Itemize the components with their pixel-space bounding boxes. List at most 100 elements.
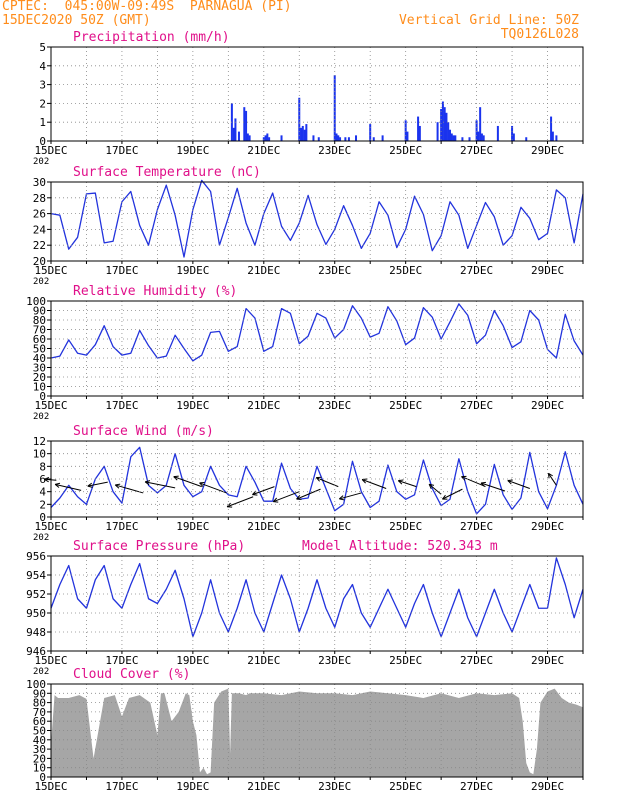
precip-bar <box>480 133 483 141</box>
panel-frame <box>50 440 584 518</box>
y-tick-label: 30 <box>33 743 46 756</box>
y-tick-label: 2 <box>39 498 46 511</box>
wind-arrow <box>173 476 202 488</box>
y-tick-label: 24 <box>33 223 47 236</box>
y-tick-label: 10 <box>33 381 46 394</box>
x-tick-label: 17DEC <box>105 654 138 667</box>
wind-arrow <box>252 486 275 496</box>
x-tick-label: 27DEC <box>460 399 493 412</box>
wind-arrow <box>199 482 227 494</box>
panel-6 <box>47 683 584 780</box>
wind-arrowhead <box>361 479 366 484</box>
wind-arrowhead <box>55 482 61 485</box>
panel-title: Cloud Cover (%) <box>73 667 190 682</box>
precip-bar <box>347 137 350 141</box>
y-tick-label: 952 <box>26 588 46 601</box>
wind-arrow <box>480 482 506 492</box>
panel-frame <box>50 181 584 262</box>
wind-arrowhead <box>87 482 93 487</box>
model-altitude-label: Model Altitude: 520.343 m <box>302 539 498 554</box>
y-tick-label: 946 <box>26 645 46 658</box>
precip-bar <box>445 112 448 141</box>
x-tick-label: 15DEC <box>34 780 67 793</box>
y-tick-label: 8 <box>39 460 46 473</box>
x-tick-label: 25DEC <box>389 654 422 667</box>
wind-arrowhead <box>144 481 150 486</box>
wind-arrowhead <box>461 476 466 481</box>
x-tick-label: 15DEC <box>34 654 67 667</box>
y-tick-label: 954 <box>26 569 46 582</box>
x-tick-label: 21DEC <box>247 399 280 412</box>
panel-title: Relative Humidity (%) <box>73 284 237 299</box>
header-model-code: TQ0126L028 <box>500 27 579 42</box>
wind-arrowhead <box>145 480 151 483</box>
x-tick-label: 25DEC <box>389 780 422 793</box>
wind-arrowhead <box>480 481 486 484</box>
panel-frame <box>50 46 584 142</box>
wind-arrowhead <box>87 485 93 488</box>
precip-bar <box>264 135 267 141</box>
y-tick-label: 30 <box>33 176 46 189</box>
wind-arrowhead <box>315 477 320 482</box>
precip-bar <box>404 120 407 141</box>
panel-4 <box>44 440 584 520</box>
wind-arrow <box>44 478 57 481</box>
wind-arrowhead <box>54 484 60 488</box>
precip-bar <box>525 137 528 141</box>
y-tick-label: 90 <box>33 305 46 318</box>
wind-arrowhead <box>397 480 403 485</box>
x-tick-label: 17DEC <box>105 264 138 277</box>
precip-bar <box>344 137 347 141</box>
y-tick-label: 0 <box>39 135 46 148</box>
wind-arrow <box>442 488 463 500</box>
x-tick-label: 23DEC <box>318 520 351 533</box>
x-tick-year-stub: 202 <box>33 157 49 167</box>
cloud-cover-area <box>51 688 583 777</box>
precip-bar <box>436 122 439 141</box>
y-tick-label: 10 <box>33 762 46 775</box>
x-tick-label: 19DEC <box>176 520 209 533</box>
wind-arrowhead <box>44 477 50 480</box>
precip-bar <box>333 75 336 141</box>
precip-bar <box>482 135 485 141</box>
precip-bar <box>417 116 420 141</box>
wind-arrowhead <box>44 478 49 483</box>
wind-arrowhead <box>429 483 435 486</box>
wind-arrowhead <box>507 479 513 481</box>
precip-bar <box>232 127 235 141</box>
wind-arrow <box>87 481 108 487</box>
y-tick-label: 3 <box>39 79 46 92</box>
x-tick-label: 17DEC <box>105 520 138 533</box>
precip-bar <box>440 109 443 141</box>
wind-arrowhead <box>115 483 121 486</box>
precip-bar <box>477 131 480 141</box>
precip-bar <box>268 137 271 141</box>
wind-arrowhead <box>199 482 204 487</box>
series-line <box>50 557 584 638</box>
precip-bar <box>301 125 304 141</box>
y-tick-label: 948 <box>26 626 46 639</box>
panel-2 <box>47 179 584 264</box>
wind-arrow <box>461 476 486 488</box>
x-tick-label: 23DEC <box>318 264 351 277</box>
precip-bar <box>245 110 248 141</box>
wind-arrow <box>296 488 321 500</box>
x-tick-label: 17DEC <box>105 399 138 412</box>
precip-bar <box>234 118 237 141</box>
wind-arrow <box>55 483 82 491</box>
y-tick-label: 20 <box>33 752 46 765</box>
x-tick-label: 27DEC <box>460 654 493 667</box>
header-grid-note: Vertical Grid Line: 50Z <box>398 13 579 28</box>
y-tick-label: 10 <box>33 448 46 461</box>
panel-frame <box>50 683 584 778</box>
series-line <box>50 303 584 362</box>
x-tick-label: 21DEC <box>247 780 280 793</box>
precip-bar <box>555 135 558 141</box>
precip-bar <box>339 137 342 141</box>
wind-arrowhead <box>272 497 278 503</box>
x-tick-label: 21DEC <box>247 264 280 277</box>
x-tick-label: 23DEC <box>318 654 351 667</box>
wind-arrow <box>226 496 254 508</box>
wind-arrow <box>428 483 442 495</box>
x-tick-label: 19DEC <box>176 780 209 793</box>
